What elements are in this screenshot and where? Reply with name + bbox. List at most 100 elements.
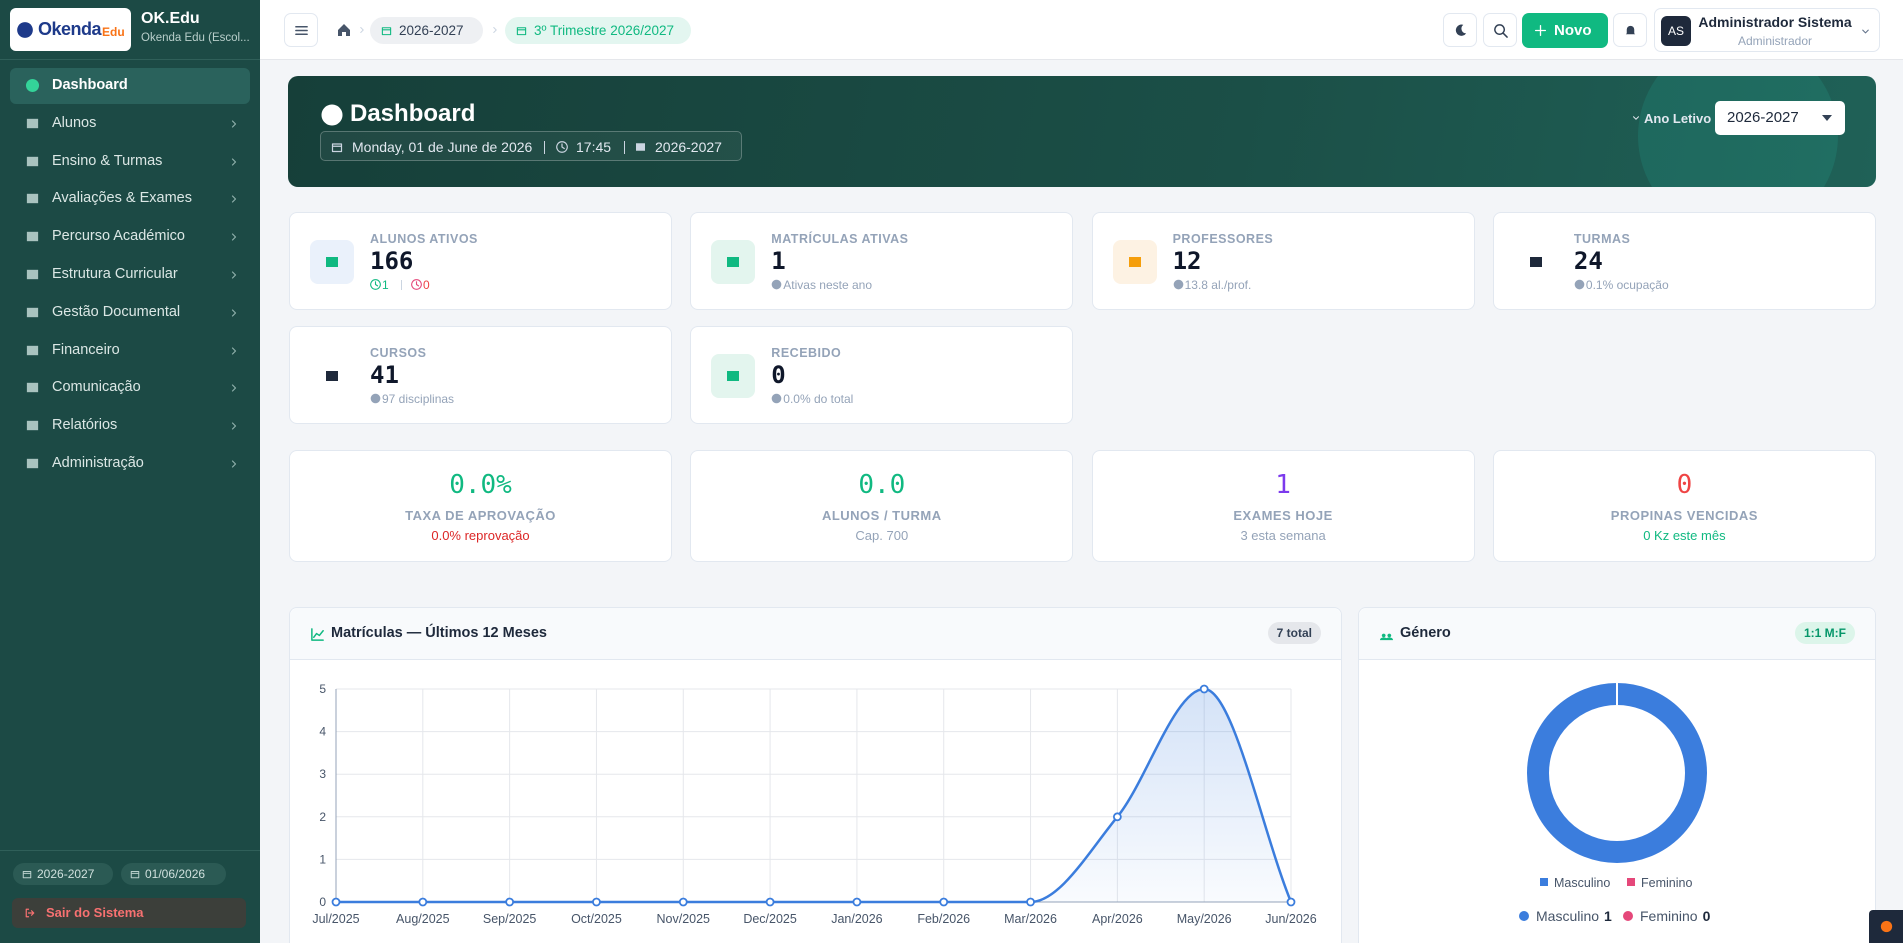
icon — [331, 143, 343, 153]
separator — [401, 280, 402, 290]
kpi-value: 0 — [1676, 470, 1693, 500]
stat-card: CURSOS 41 97 disciplinas — [289, 326, 672, 424]
user-name: Administrador Sistema — [1698, 14, 1852, 30]
menu-item[interactable]: Relatórios — [10, 408, 250, 444]
icon-button[interactable] — [1483, 13, 1517, 47]
menu-toggle[interactable] — [284, 13, 318, 47]
year-select-text: 2026-2027 — [1727, 109, 1799, 126]
icon — [231, 309, 237, 317]
icon — [1529, 257, 1542, 267]
date-text: 01/06/2026 — [145, 867, 206, 881]
breadcrumb-text: 2026-2027 — [399, 23, 464, 38]
menu-item[interactable]: Percurso Académico — [10, 219, 250, 255]
icon — [1534, 24, 1547, 37]
menu-label: Comunicação — [52, 379, 141, 396]
divider — [0, 59, 260, 60]
menu-item[interactable]: Dashboard — [10, 68, 250, 104]
breadcrumb[interactable]: 3º Trimestre 2026/2027 — [505, 17, 691, 44]
icon — [381, 27, 392, 36]
icon — [1574, 279, 1585, 290]
icon — [26, 345, 39, 355]
icon — [26, 118, 39, 128]
icon — [1633, 116, 1639, 120]
avatar-initials: AS — [1667, 24, 1684, 38]
menu-item[interactable]: Alunos — [10, 106, 250, 142]
icon — [25, 908, 35, 918]
separator — [544, 141, 545, 154]
stat-value: 24 — [1573, 247, 1603, 275]
female-count: 0 — [423, 278, 430, 292]
stat-label: PROFESSORES — [1172, 232, 1274, 246]
sidebar: Okenda Edu OK.Edu Okenda Edu (Escol... Dashb… — [0, 0, 260, 943]
menu-item[interactable]: Gestão Documental — [10, 295, 250, 331]
corner-button[interactable] — [1869, 910, 1903, 943]
icon-button[interactable] — [1613, 13, 1647, 47]
stat-value: 0 — [771, 361, 786, 389]
new-button[interactable]: Novo — [1522, 13, 1608, 48]
kpi-sub: 3 esta semana — [1240, 528, 1326, 543]
icon — [26, 194, 39, 204]
year-pill[interactable]: 2026-2027 — [13, 863, 113, 885]
icon — [411, 279, 422, 290]
kpi-card: 1 EXAMES HOJE 3 esta semana — [1091, 450, 1475, 562]
user-menu[interactable]: AS Administrador Sistema Administrador — [1654, 8, 1880, 52]
stat-card: TURMAS 24 0.1% ocupação — [1492, 212, 1876, 310]
date-pill[interactable]: 01/06/2026 — [121, 863, 226, 885]
icon — [231, 346, 237, 355]
icon — [771, 393, 782, 404]
icon — [1173, 279, 1183, 290]
stat-card: ALUNOS ATIVOS 166 1 0 — [289, 212, 672, 310]
menu-item[interactable]: Administração — [10, 446, 250, 482]
icon-button[interactable] — [1443, 13, 1477, 47]
brand-name: OK.Edu — [141, 10, 200, 27]
stat-sub: 0.0% do total — [783, 392, 854, 406]
logout-button[interactable]: Sair do Sistema — [12, 898, 246, 928]
icon — [231, 271, 237, 279]
icon — [636, 143, 645, 151]
menu-label: Alunos — [52, 114, 97, 131]
icon — [1862, 29, 1869, 34]
stat-icon — [1513, 240, 1558, 284]
kpi-sub: 0 Kz este mês — [1643, 528, 1726, 543]
logo[interactable]: Okenda Edu — [10, 8, 131, 51]
logout-text: Sair do Sistema — [46, 905, 144, 920]
menu-item[interactable]: Ensino & Turmas — [10, 144, 250, 180]
icon — [22, 871, 32, 879]
divider — [0, 850, 260, 851]
icon — [360, 27, 364, 33]
hero-time: 17:45 — [576, 139, 612, 155]
kpi-sub: 0.0% reprovação — [431, 528, 530, 543]
stat-label: ALUNOS ATIVOS — [370, 232, 478, 246]
menu-item[interactable]: Avaliações & Exames — [10, 181, 250, 217]
hero-year: 2026-2027 — [655, 139, 722, 155]
menu-item[interactable]: Comunicação — [10, 370, 250, 406]
panel-badge: 1:1 M:F — [1795, 622, 1855, 644]
icon — [26, 269, 39, 280]
menu-label: Relatórios — [52, 417, 118, 434]
menu-item[interactable]: Estrutura Curricular — [10, 257, 250, 293]
topbar: 2026-2027 3º Trimestre 2026/2027 Novo AS Adm… — [260, 0, 1903, 60]
hero-info: Monday, 01 de June de 2026 17:45 2026-2027 — [320, 131, 742, 161]
stat-icon — [1112, 240, 1157, 284]
icon — [231, 233, 237, 241]
menu-label: Dashboard — [52, 77, 128, 93]
kpi-value: 0.0 — [858, 470, 906, 500]
icon — [130, 871, 140, 879]
icon — [231, 460, 237, 468]
kpi-value: 0.0% — [449, 470, 512, 500]
stat-sub: 0.1% ocupação — [1585, 278, 1669, 292]
menu-label: Avaliações & Exames — [52, 190, 192, 207]
menu-item[interactable]: Financeiro — [10, 333, 250, 369]
breadcrumb[interactable]: 2026-2027 — [370, 17, 483, 44]
year-select[interactable]: 2026-2027 — [1715, 101, 1845, 135]
kpi-label: TAXA DE APROVAÇÃO — [405, 508, 556, 523]
stat-card: PROFESSORES 12 13.8 al./prof. — [1091, 212, 1475, 310]
select-caret — [1822, 115, 1832, 121]
icon — [26, 232, 39, 242]
icon — [17, 22, 33, 38]
menu-label: Administração — [52, 455, 144, 471]
separator — [624, 141, 625, 154]
hero-banner: Dashboard Monday, 01 de June de 2026 17:45… — [288, 76, 1876, 187]
stat-card: RECEBIDO 0 0.0% do total — [690, 326, 1074, 424]
